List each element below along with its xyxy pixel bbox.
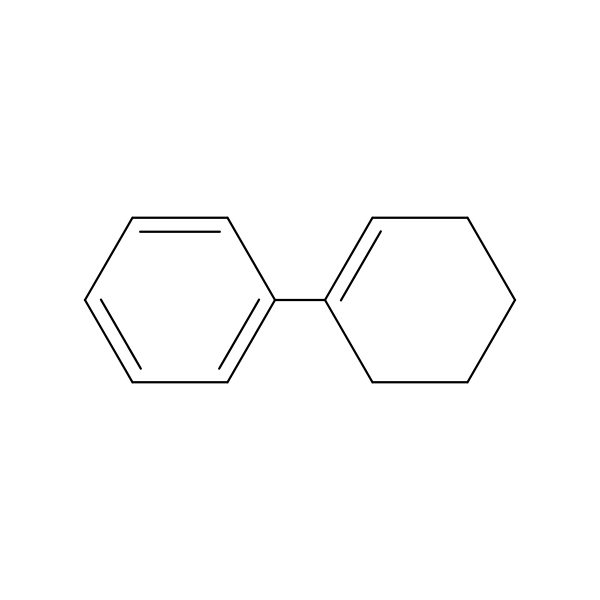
benzene-ring-bond [85,218,133,300]
cyclohexene-ring-double-bond [341,231,381,300]
benzene-ring-double-bond [219,300,259,369]
chemical-structure-diagram [0,0,600,600]
cyclohexene-ring-bond [468,218,516,300]
benzene-ring-double-bond [101,300,141,369]
cyclohexene-ring-bond [468,300,516,382]
benzene-ring-bond [228,218,276,300]
cyclohexene-ring-bond [325,300,373,382]
